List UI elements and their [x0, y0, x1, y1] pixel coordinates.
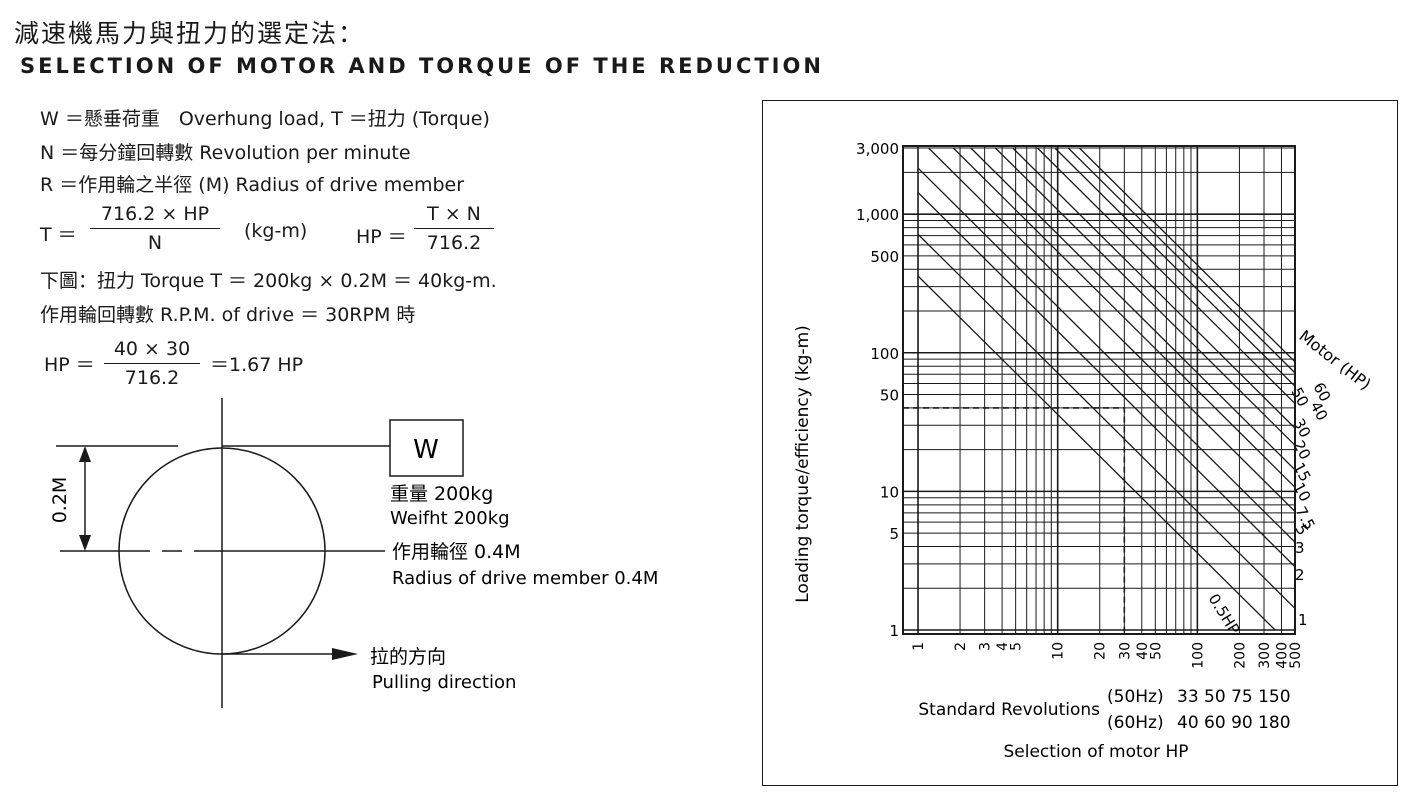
hp-line-30: [1036, 147, 1296, 405]
example-hp-numerator: 40 × 30: [113, 338, 191, 360]
y-tick-label: 10: [880, 483, 899, 501]
hp-line-60: [1078, 147, 1296, 363]
y-tick-label: 50: [880, 386, 899, 404]
definition-r: R ＝作用輪之半徑 (M) Radius of drive member: [40, 174, 465, 196]
pull-direction-label-zh: 拉的方向: [370, 646, 446, 668]
example-guide-line: [903, 407, 1126, 634]
dimension-arrowhead-up: [79, 446, 91, 462]
y-tick-label: 5: [889, 525, 899, 543]
pulley-diagram: W 0.2M 重量 200kg Weifht 200kg 作用輪徑 0.4M R…: [49, 398, 658, 708]
hp-line-0-5hp: [917, 275, 1276, 631]
hp-formula-numerator: T × N: [427, 203, 481, 225]
x-tick-label: 1: [911, 642, 927, 651]
example-hp-lhs: HP ＝: [44, 354, 95, 376]
hz50-label: (50Hz): [1107, 687, 1164, 707]
plot-area-border: [902, 145, 1296, 635]
hp-line-10: [970, 147, 1296, 471]
torque-formula-numerator: 716.2 × HP: [100, 203, 210, 225]
motor-hp-label: Motor (HP): [1296, 326, 1375, 394]
y-tick-label: 1: [889, 622, 899, 640]
hp-series-label: 3: [1295, 539, 1305, 557]
hp-formula-fraction: T × N 716.2: [414, 203, 494, 254]
fraction-bar: [104, 363, 200, 364]
x-tick-label: 40: [1135, 642, 1151, 660]
x-axis-label: Selection of motor HP: [1004, 742, 1189, 762]
hp-formula-denominator: 716.2: [426, 232, 482, 254]
x-tick-label: 400: [1274, 642, 1290, 669]
x-tick-label: 3: [978, 642, 994, 651]
weight-label-en: Weifht 200kg: [390, 508, 510, 529]
hp-line-3: [917, 167, 1296, 543]
example-rpm-line: 作用輪回轉數 R.P.M. of drive ＝ 30RPM 時: [40, 304, 416, 326]
weight-box: [389, 419, 464, 477]
hz60-values: 40 60 90 180: [1177, 713, 1291, 733]
definition-w-t: W ＝懸垂荷重 Overhung load, T ＝扭力 (Torque): [40, 108, 490, 130]
x-tick-label: 100: [1190, 642, 1206, 669]
x-tick-label: 200: [1232, 642, 1248, 669]
torque-formula-lhs: T ＝: [40, 224, 77, 246]
x-tick-label: 500: [1288, 642, 1304, 669]
hz60-label: (60Hz): [1107, 713, 1164, 733]
x-tick-label: 4: [995, 642, 1011, 651]
chart-grid: [903, 146, 1296, 634]
hp-line-40: [1054, 147, 1296, 387]
hp-series-label: 30: [1289, 415, 1314, 440]
fraction-bar: [90, 228, 220, 229]
radius-label-en: Radius of drive member 0.4M: [392, 568, 658, 589]
torque-formula-denominator: N: [147, 232, 163, 254]
dimension-label: 0.2M: [49, 477, 71, 524]
hp-series-label: 15: [1289, 459, 1314, 484]
pull-direction-label-en: Pulling direction: [372, 672, 516, 693]
title-chinese: 減速機馬力與扭力的選定法：: [14, 19, 366, 48]
x-tick-label: 5: [1009, 642, 1025, 651]
weight-label-zh: 重量 200kg: [390, 483, 493, 505]
x-tick-label: 30: [1117, 642, 1133, 660]
hp-line-1: [917, 233, 1296, 609]
y-tick-label: 1,000: [856, 206, 899, 224]
hp-series-label: 60: [1309, 379, 1334, 404]
hp-line-7-5: [952, 147, 1296, 488]
example-hp-result: ＝1.67 HP: [210, 354, 304, 376]
x-tick-label: 20: [1093, 642, 1109, 660]
hp-line-20: [1012, 147, 1296, 429]
pull-direction-arrowhead: [332, 648, 358, 660]
hp-formula-lhs: HP ＝: [356, 226, 407, 248]
hp-series-label: 20: [1289, 437, 1314, 462]
hp-line-2: [917, 192, 1296, 568]
x-tick-label: 2: [953, 642, 969, 651]
hp-line-5: [928, 147, 1296, 512]
example-torque-line: 下圖：扭力 Torque T ＝ 200kg × 0.2M ＝ 40kg-m.: [40, 270, 497, 292]
chart-series-lines: [903, 147, 1296, 634]
y-axis-label: Loading torque/efficiency (kg-m): [793, 325, 813, 603]
hp-series-label: 2: [1295, 566, 1305, 584]
weight-box-label: W: [413, 435, 439, 465]
y-tick-label: 500: [870, 248, 899, 266]
y-tick-label: 100: [870, 345, 899, 363]
example-hp-fraction: 40 × 30 716.2: [104, 338, 200, 389]
example-hp-denominator: 716.2: [124, 367, 180, 389]
hp-series-label: 10: [1289, 479, 1314, 504]
dimension-arrowhead-down: [79, 535, 91, 551]
definition-n: N ＝每分鐘回轉數 Revolution per minute: [40, 142, 411, 164]
radius-label-zh: 作用輪徑 0.4M: [392, 541, 521, 563]
chart-frame: [762, 100, 1398, 786]
title-english: SELECTION OF MOTOR AND TORQUE OF THE RED…: [20, 54, 824, 78]
y-tick-label: 3,000: [856, 140, 899, 158]
standard-revolutions-label: Standard Revolutions: [918, 700, 1100, 720]
x-tick-label: 300: [1257, 642, 1273, 669]
x-tick-label: 10: [1051, 642, 1067, 660]
fraction-bar: [414, 228, 494, 229]
hp-line-50: [1067, 147, 1296, 374]
hz50-values: 33 50 75 150: [1177, 687, 1291, 707]
hp-line-15: [994, 147, 1296, 446]
x-tick-label: 50: [1148, 642, 1164, 660]
torque-formula-fraction: 716.2 × HP N: [90, 203, 220, 254]
torque-unit: (kg-m): [244, 220, 308, 242]
hp-series-label: 1: [1298, 611, 1308, 629]
